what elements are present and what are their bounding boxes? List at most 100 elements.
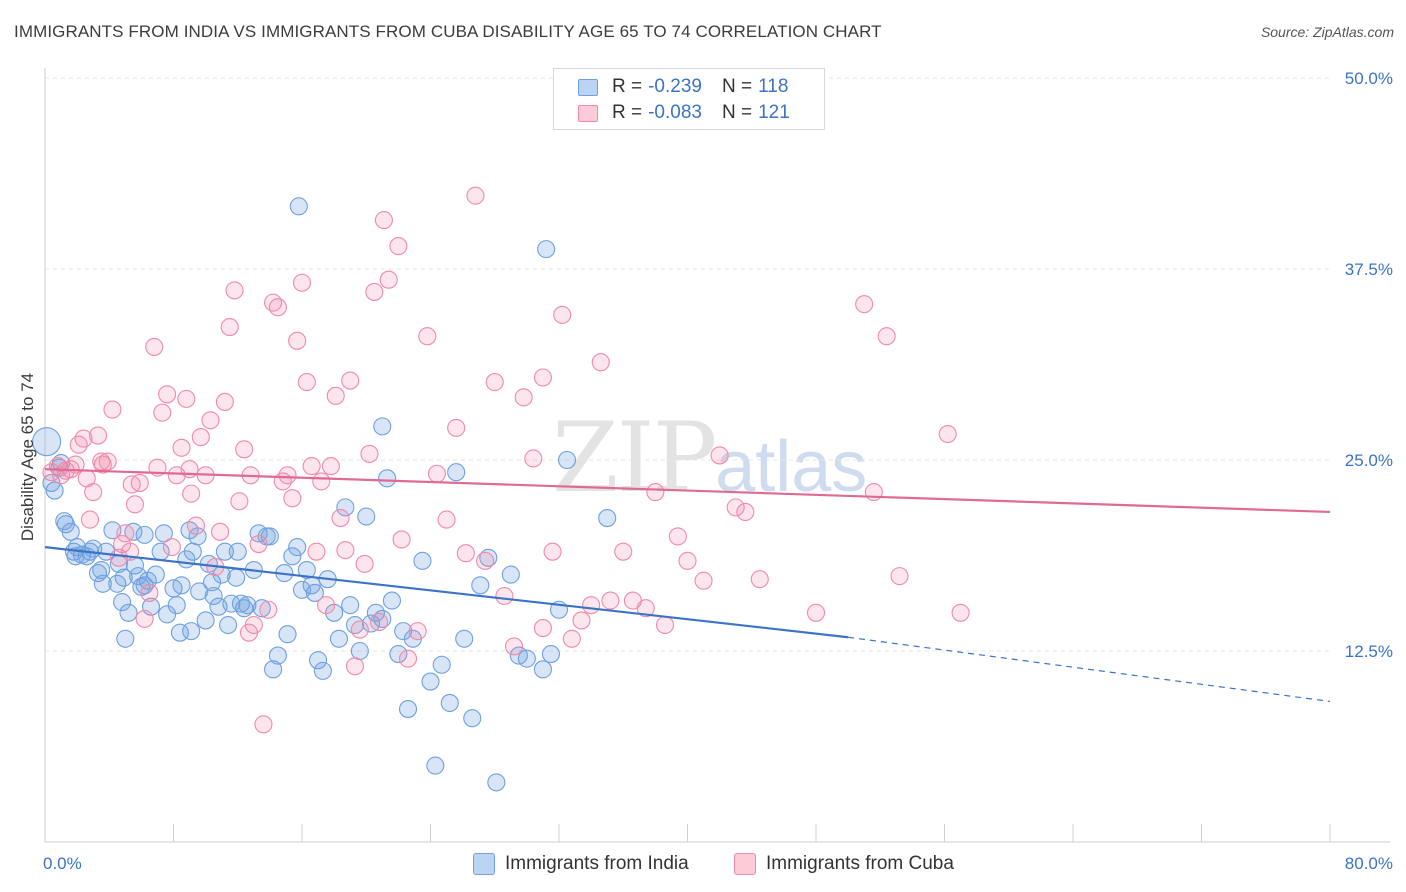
x-tick-label-0: 0.0%: [43, 854, 82, 873]
cuba-point-13: [98, 452, 117, 471]
cuba-point-55: [297, 373, 316, 392]
cuba-point-7: [74, 429, 93, 448]
cuba-point-19: [125, 495, 144, 514]
cuba-point-6: [69, 435, 88, 454]
india-point-42: [203, 573, 222, 592]
cuba-point-79: [447, 418, 466, 437]
tick-labels: 12.5% 25.0% 37.5% 50.0% 0.0% 80.0%: [43, 69, 1393, 873]
india-point-56: [264, 660, 283, 679]
india-point-3: [55, 512, 74, 531]
cuba-point-75: [408, 622, 427, 641]
cuba-point-80: [456, 544, 475, 563]
cuba-point-112: [890, 567, 909, 586]
india-point-48: [227, 568, 246, 587]
cuba-point-120: [92, 452, 111, 471]
legend-r-value-cuba: -0.083: [648, 102, 702, 123]
cuba-point-30: [177, 389, 196, 408]
india-point-94: [487, 773, 506, 792]
india-point-89: [447, 463, 466, 482]
bottom-legend-india: Immigrants from India: [473, 852, 689, 876]
india-point-98: [533, 660, 552, 679]
cuba-point-86: [514, 388, 533, 407]
cuba-point-38: [215, 392, 234, 411]
india-point-106: [93, 574, 112, 593]
cuba-point-90: [553, 305, 572, 324]
source-label: Source: ZipAtlas.com: [1260, 24, 1394, 40]
india-point-104: [537, 240, 556, 259]
india-point-61: [288, 538, 307, 557]
cuba-point-58: [312, 472, 331, 491]
cuba-point-106: [736, 502, 755, 522]
india-point-17: [113, 593, 132, 612]
cuba-point-40: [225, 281, 244, 300]
india-point-99: [541, 645, 561, 664]
y-tick-label-3: 50.0%: [1345, 69, 1393, 88]
cuba-point-89: [543, 542, 562, 561]
bottom-legend-label-cuba: Immigrants from Cuba: [766, 853, 954, 874]
cuba-point-103: [694, 571, 713, 590]
legend-swatch-india: [578, 78, 598, 96]
india-point-57: [268, 646, 287, 665]
india-point-65: [309, 651, 328, 670]
india-point-78: [378, 469, 397, 488]
cuba-point-102: [678, 551, 697, 570]
legend-n-label-cuba: N =: [721, 102, 753, 123]
cuba-point-101: [668, 527, 687, 546]
india-point-79: [382, 591, 402, 610]
india-point-88: [440, 693, 459, 713]
cuba-point-23: [145, 337, 164, 356]
cuba-point-56: [302, 457, 321, 476]
bottom-legend-label-india: Immigrants from India: [505, 853, 689, 874]
cuba-point-26: [158, 385, 177, 404]
cuba-point-64: [341, 371, 360, 390]
cuba-point-119: [122, 475, 141, 494]
cuba-point-5: [66, 455, 85, 474]
cuba-point-49: [268, 298, 287, 317]
cuba-point-47: [259, 600, 278, 619]
cuba-point-22: [140, 583, 159, 602]
legend-row-cuba: R = -0.083 N = 121: [578, 101, 790, 125]
cuba-point-98: [636, 599, 655, 618]
india-point-45: [215, 542, 234, 561]
cuba-point-73: [389, 237, 408, 256]
india-point-24: [135, 525, 154, 544]
cuba-point-84: [495, 586, 514, 606]
india-point-87: [432, 655, 451, 674]
india-point-18: [114, 568, 133, 587]
cuba-point-72: [379, 270, 398, 289]
india-point-27: [146, 565, 165, 584]
india-point-115: [116, 629, 135, 648]
india-point-54: [252, 599, 271, 618]
cuba-point-91: [562, 629, 581, 648]
legend-n-label-india: N =: [721, 76, 753, 97]
legend-swatch-cuba: [578, 104, 598, 122]
cuba-point-94: [591, 353, 610, 372]
india-points: [32, 197, 617, 792]
legend-r-value-india: -0.239: [648, 76, 702, 97]
cuba-point-71: [374, 211, 393, 230]
y-tick-label-0: 12.5%: [1345, 642, 1393, 661]
cuba-point-83: [485, 373, 504, 392]
watermark: ZIPatlas: [552, 402, 867, 514]
india-point-109: [204, 586, 223, 606]
india-point-30: [158, 605, 177, 624]
india-point-112: [373, 609, 392, 628]
india-point-85: [421, 672, 440, 691]
trend-lines: [44, 468, 1331, 703]
bottom-legend-cuba: Immigrants from Cuba: [734, 852, 954, 876]
axes: [44, 68, 1390, 843]
cuba-point-54: [292, 273, 312, 292]
y-tick-label-1: 25.0%: [1345, 451, 1393, 470]
india-point-90: [455, 629, 474, 648]
india-point-103: [289, 197, 308, 216]
india-point-84: [413, 551, 432, 570]
cuba-point-60: [321, 457, 340, 476]
india-point-77: [373, 417, 392, 436]
cuba-point-41: [230, 492, 249, 511]
india-point-40: [196, 611, 215, 630]
india-point-91: [463, 709, 482, 728]
cuba-point-87: [524, 449, 543, 468]
india-point-46: [219, 615, 238, 635]
cuba-point-53: [288, 331, 307, 350]
